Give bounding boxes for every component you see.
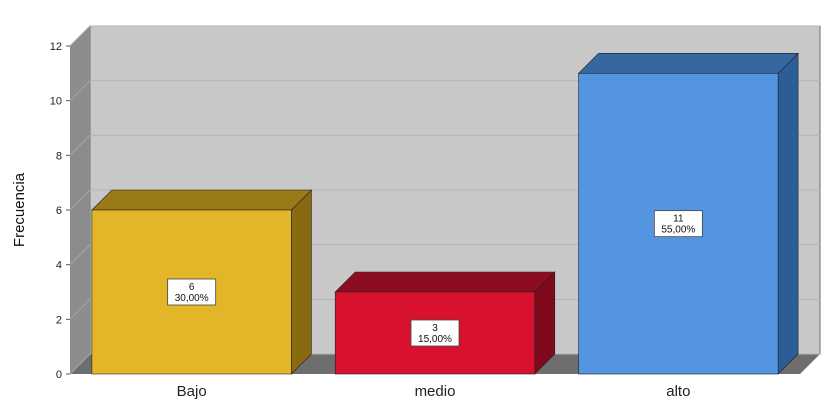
y-tick-label: 12 (50, 41, 62, 53)
data-label-count: 6 (189, 282, 195, 293)
x-tick-label: Bajo (177, 383, 207, 400)
bar-top (577, 53, 799, 74)
y-tick-label: 6 (56, 205, 62, 217)
gridline-side (69, 189, 91, 211)
data-label-percent: 15,00% (418, 334, 452, 345)
data-label-percent: 55,00% (661, 225, 695, 236)
data-label-percent: 30,00% (175, 293, 209, 304)
gridline-side (69, 80, 91, 102)
data-label-box (653, 210, 703, 238)
x-tick-label: medio (415, 383, 456, 400)
bar-group-bajo: 630,00% (91, 189, 313, 375)
bar-side (777, 52, 799, 375)
y-tick-label: 4 (56, 260, 62, 272)
y-tick-label: 10 (50, 96, 62, 108)
data-label-box (167, 278, 217, 306)
y-tick-label: 0 (56, 369, 62, 381)
bar-group-medio: 315,00% (334, 271, 556, 375)
data-label-count: 3 (432, 323, 438, 334)
gridline-side (69, 134, 91, 156)
y-axis-label: Frecuencia (11, 172, 28, 247)
x-axis-ticks: Bajo medio alto (177, 383, 691, 400)
gridline-side (69, 298, 91, 320)
gridline-side (69, 25, 91, 47)
gridline-side (69, 244, 91, 266)
gridline-side (69, 353, 91, 375)
bar-side (291, 189, 312, 375)
data-label-count: 11 (673, 214, 684, 225)
y-tick-label: 2 (56, 314, 62, 326)
data-label-box (410, 319, 460, 347)
y-tick-label: 8 (56, 150, 62, 162)
bar-top (91, 189, 313, 211)
bar-top (334, 271, 556, 293)
y-axis-ticks: 0 2 4 6 8 10 12 (50, 41, 70, 381)
x-tick-label: alto (666, 383, 690, 400)
